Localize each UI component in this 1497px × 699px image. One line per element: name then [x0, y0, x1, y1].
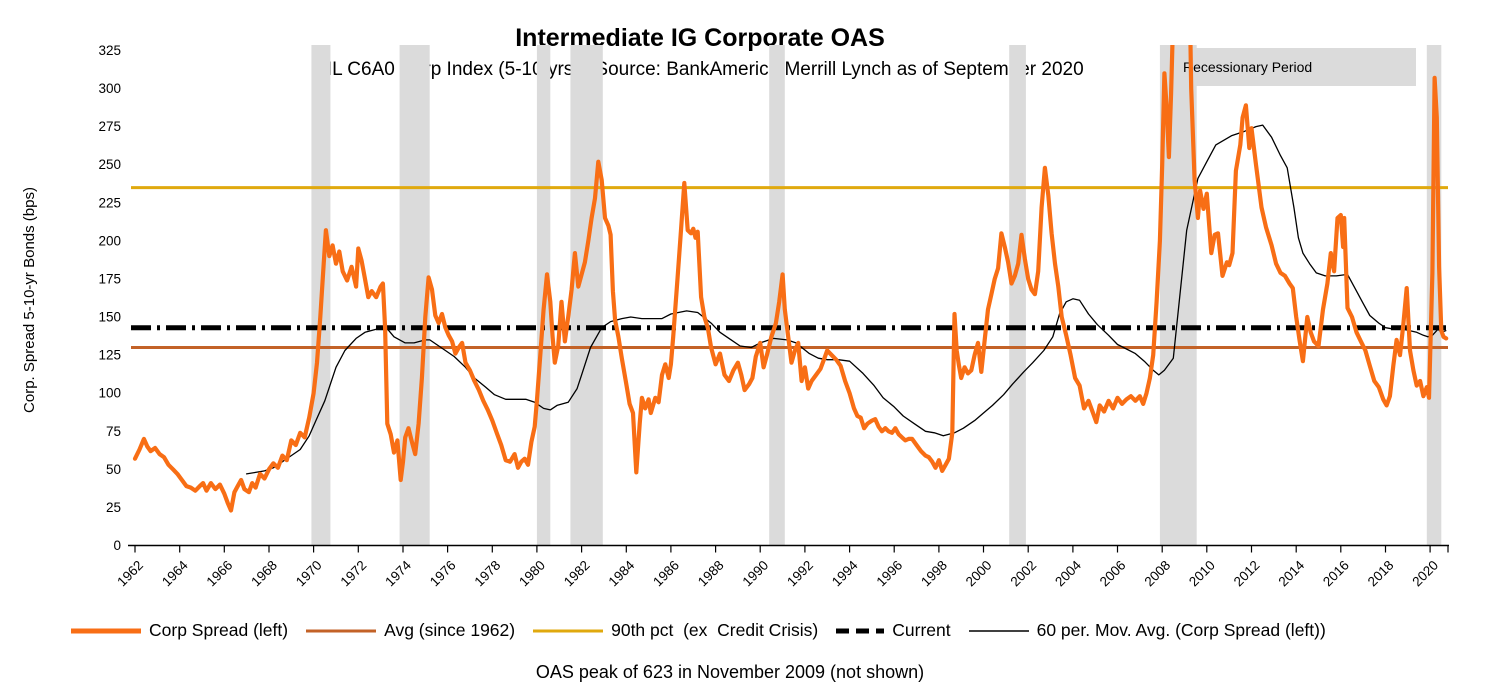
- y-tick-label: 225: [98, 195, 121, 210]
- corp-spread-line: [132, 45, 1449, 513]
- x-tick-label: 1984: [606, 557, 638, 589]
- x-tick-label: 2010: [1186, 558, 1218, 590]
- x-tick-label: 2012: [1231, 558, 1263, 590]
- y-tick-label: 0: [113, 538, 121, 553]
- legend-label-moving-average: 60 per. Mov. Avg. (Corp Spread (left)): [1036, 620, 1326, 640]
- corp-spread-line-swatch-icon: [71, 628, 141, 633]
- x-tick-label: 1998: [918, 558, 950, 590]
- y-tick-label: 300: [98, 81, 121, 96]
- y-tick-label: 250: [98, 157, 121, 172]
- y-tick-label: 75: [106, 424, 121, 439]
- legend-label-average: Avg (since 1962): [384, 620, 516, 640]
- y-tick-label: 150: [98, 310, 121, 325]
- oas-line-chart: Recessionary Period 1962 1964 1966 1968 1970 1…: [98, 43, 1449, 590]
- recession-label: Recessionary Period: [1183, 59, 1312, 75]
- moving-average-line-swatch-icon: [968, 629, 1029, 632]
- x-tick-label: 1996: [873, 558, 905, 590]
- y-tick-label: 50: [106, 462, 121, 477]
- x-tick-label: 1988: [695, 558, 727, 590]
- x-tick-label: 1962: [114, 558, 146, 590]
- average-line-swatch-icon: [306, 629, 377, 632]
- y-tick-label: 275: [98, 119, 121, 134]
- legend-item-average: Avg (since 1962): [305, 620, 515, 641]
- 90th-percentile-line-swatch-icon: [533, 629, 604, 632]
- recession-label-box: [1163, 48, 1416, 86]
- x-tick-label: 1976: [427, 558, 459, 590]
- x-tick-label: 1970: [293, 558, 325, 590]
- legend-item-90th-percentile: 90th pct (ex Credit Crisis): [532, 620, 818, 641]
- x-tick-label: 2008: [1141, 558, 1173, 590]
- x-tick-label: 2006: [1097, 558, 1129, 590]
- x-tick-label: 1964: [159, 557, 191, 589]
- legend-label-current: Current: [892, 620, 951, 640]
- x-tick-label: 1990: [739, 558, 771, 590]
- legend-label-corp-spread: Corp Spread (left): [149, 620, 289, 640]
- x-tick-label: 1978: [472, 558, 504, 590]
- x-tick-label: 1992: [784, 558, 816, 590]
- x-tick-label: 1994: [829, 557, 861, 589]
- x-tick-label: 2020: [1409, 558, 1441, 590]
- y-tick-label: 125: [98, 348, 121, 363]
- current-dashed-line-swatch-icon: [836, 628, 885, 633]
- legend-label-90th-percentile: 90th pct (ex Credit Crisis): [611, 620, 819, 640]
- x-tick-label: 2016: [1320, 558, 1352, 590]
- x-tick-label: 2000: [963, 558, 995, 590]
- legend-item-moving-average: 60 per. Mov. Avg. (Corp Spread (left)): [968, 620, 1326, 641]
- y-tick-label: 200: [98, 233, 121, 248]
- x-tick-label: 2002: [1007, 558, 1039, 590]
- x-tick-label: 1980: [516, 558, 548, 590]
- x-tick-label: 1972: [338, 558, 370, 590]
- y-tick-label: 325: [98, 43, 121, 58]
- recession-band: [570, 45, 603, 546]
- x-tick-label: 1974: [382, 557, 414, 589]
- x-tick-label: 1966: [204, 558, 236, 590]
- recession-band: [1009, 45, 1026, 546]
- y-tick-label: 175: [98, 272, 121, 287]
- x-tick-label: 2004: [1052, 557, 1084, 589]
- x-tick-label: 2018: [1365, 558, 1397, 590]
- chart-footnote: OAS peak of 623 in November 2009 (not sh…: [535, 662, 925, 682]
- moving-average-line: [245, 124, 1447, 475]
- recession-band: [769, 45, 785, 546]
- x-tick-label: 1968: [248, 558, 280, 590]
- x-tick-label: 2014: [1275, 557, 1307, 589]
- legend-item-corp-spread: Corp Spread (left): [70, 620, 288, 641]
- x-tick-label: 1982: [561, 558, 593, 590]
- legend-item-current: Current: [835, 620, 951, 641]
- chart-legend: Corp Spread (left) Avg (since 1962) 90th…: [70, 620, 1326, 641]
- x-tick-label: 1986: [650, 558, 682, 590]
- y-tick-label: 100: [98, 386, 121, 401]
- y-tick-label: 25: [106, 500, 121, 515]
